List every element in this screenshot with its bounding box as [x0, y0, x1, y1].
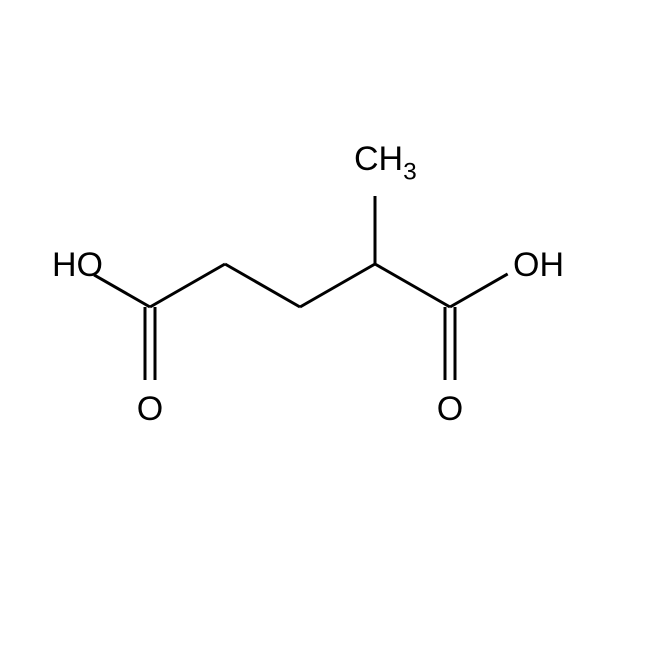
atom-label-O3: O: [437, 390, 463, 428]
bond-line: [450, 274, 508, 307]
atom-label-O2: O: [137, 390, 163, 428]
bond-line: [300, 264, 375, 307]
atom-label-O4: OH: [513, 246, 564, 284]
bond-line: [225, 264, 300, 307]
bond-line: [150, 264, 225, 307]
atom-label-O1: HO: [52, 246, 103, 284]
chemical-structure-diagram: HO O CH3 O OH: [0, 0, 650, 650]
bonds-group: [94, 196, 508, 380]
atom-label-C5: CH3: [354, 140, 417, 186]
bond-line: [375, 264, 450, 307]
